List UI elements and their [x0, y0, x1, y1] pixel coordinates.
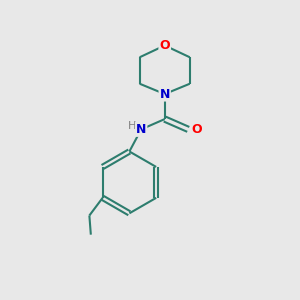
Text: O: O	[192, 123, 203, 136]
Text: N: N	[136, 123, 146, 136]
Text: H: H	[128, 121, 136, 131]
Text: N: N	[160, 88, 170, 100]
Text: O: O	[159, 39, 170, 52]
